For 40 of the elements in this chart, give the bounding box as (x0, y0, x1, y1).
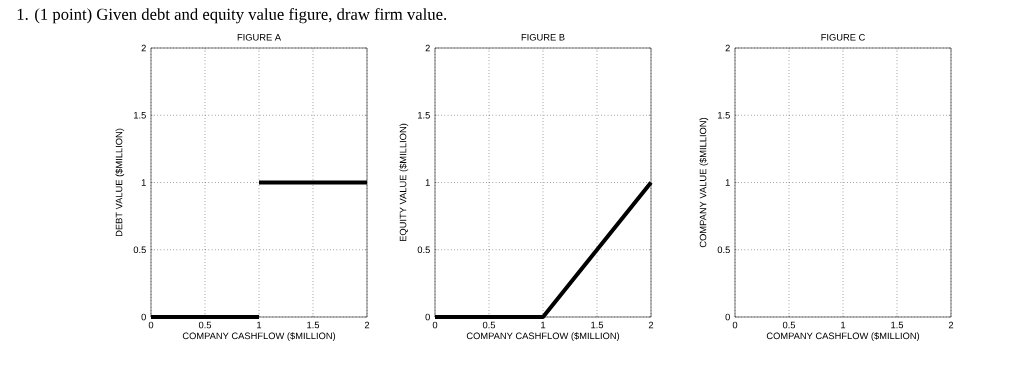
y-axis-title: COMPANY VALUE ($MILLION) (699, 117, 709, 248)
y-tick-label: 1.5 (418, 112, 430, 119)
x-tick-label: 0 (432, 321, 438, 329)
x-tick-label: 0.5 (482, 321, 496, 329)
x-tick-label: 1.5 (891, 321, 904, 329)
x-tick-label: 1.5 (307, 321, 320, 329)
x-tick-label: 1 (257, 321, 262, 329)
y-axis-title: EQUITY VALUE ($MILLION) (399, 123, 409, 242)
y-tick-label: 0 (425, 313, 430, 321)
x-tick-label: 0.5 (198, 321, 212, 329)
x-tick-label: 0 (148, 321, 154, 329)
y-tick-label: 2 (141, 44, 146, 52)
text: 1. (1 point) Given debt and equity value figure, draw firm value. (17, 8, 447, 24)
chart-title: FIGURE C (821, 34, 865, 41)
y-axis-title: DEBT VALUE ($MILLION) (115, 128, 125, 237)
y-tick-label: 1 (425, 179, 430, 186)
chart-title: FIGURE B (521, 34, 565, 41)
x-tick-label: 2 (364, 321, 370, 329)
x-tick-label: 0 (732, 321, 738, 329)
x-tick-label: 2 (948, 321, 954, 329)
x-tick-label: 2 (648, 321, 654, 329)
y-tick-label: 2 (425, 44, 430, 52)
y-tick-label: 0 (725, 313, 730, 321)
x-axis-title: COMPANY CASHFLOW ($MILLION) (766, 332, 920, 341)
x-tick-label: 0.5 (782, 321, 796, 329)
x-axis-title: COMPANY CASHFLOW ($MILLION) (182, 332, 336, 341)
y-tick-label: 2 (725, 44, 730, 52)
y-tick-label: 0.5 (417, 246, 430, 254)
x-tick-label: 1.5 (591, 321, 604, 329)
x-tick-label: 1 (841, 321, 846, 329)
y-tick-label: 1.5 (134, 112, 146, 119)
y-tick-label: 0 (141, 313, 146, 321)
y-tick-label: 0.5 (133, 246, 146, 254)
y-tick-label: 1 (725, 179, 730, 186)
y-tick-label: 0.5 (717, 246, 730, 254)
chart-title: FIGURE A (237, 34, 282, 41)
x-tick-label: 1 (541, 321, 546, 329)
y-tick-label: 1 (141, 179, 146, 186)
y-tick-label: 1.5 (718, 112, 730, 119)
x-axis-title: COMPANY CASHFLOW ($MILLION) (466, 332, 620, 341)
